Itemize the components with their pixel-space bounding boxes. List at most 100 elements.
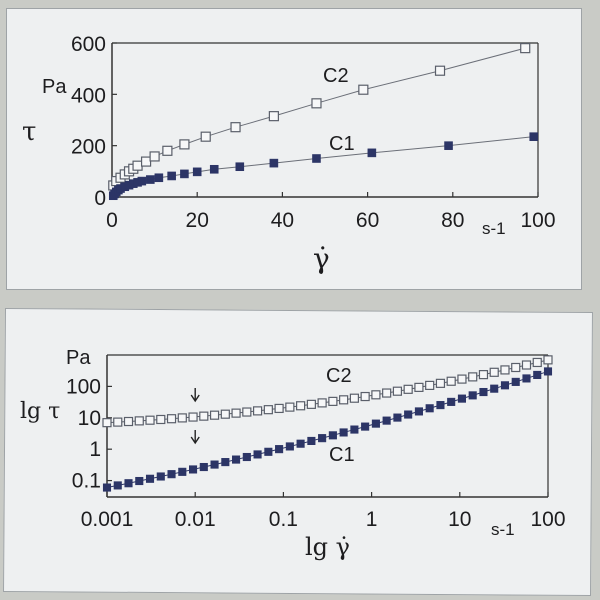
bottom-point-c2	[231, 408, 241, 418]
bottom-point-c2	[113, 417, 123, 427]
top-point-c2	[179, 139, 190, 150]
bottom-point-c1	[382, 416, 391, 425]
bottom-point-c2	[543, 355, 553, 365]
top-point-c2	[268, 111, 279, 122]
bottom-x-tick-label: 0.1	[269, 508, 298, 531]
bottom-point-c1	[328, 431, 337, 440]
bottom-point-c2	[317, 398, 327, 408]
bottom-point-c1	[350, 425, 359, 434]
bottom-point-c1	[361, 422, 370, 431]
bottom-x-tick-label: 100	[530, 508, 565, 531]
bottom-point-c2	[252, 406, 263, 416]
top-x-tick-label: 20	[186, 209, 209, 232]
bottom-point-c2	[414, 382, 424, 392]
top-point-c1	[444, 141, 453, 150]
log-flow-curve-chart: 0.001 0.01 0.1 1 10 100 0.1 1 10 100 Pa s-1 lg τ…	[20, 347, 566, 561]
bottom-point-c2	[478, 370, 489, 380]
bottom-point-c1	[188, 465, 198, 474]
bottom-point-c2	[123, 416, 134, 427]
bottom-arrow-head	[190, 436, 200, 445]
bottom-point-c2	[360, 391, 370, 402]
bottom-point-c1	[145, 474, 155, 483]
bottom-y-axis-label: lg τ	[20, 399, 60, 424]
bottom-point-c2	[457, 374, 467, 384]
top-point-c1	[192, 167, 202, 177]
bottom-x-tick-label: 0.001	[81, 508, 134, 531]
bottom-point-c1	[124, 479, 133, 488]
bottom-point-c2	[339, 395, 349, 405]
top-point-c2	[140, 156, 152, 167]
top-point-c2	[311, 98, 322, 109]
top-point-c2	[520, 43, 531, 54]
bottom-point-c1	[543, 367, 553, 376]
top-label-c2: C2	[323, 65, 349, 87]
bottom-point-c2	[521, 360, 532, 370]
bottom-point-c1	[199, 462, 208, 472]
top-point-c2	[358, 84, 369, 95]
top-y-tick-label: 600	[71, 33, 106, 56]
top-point-c2	[132, 160, 143, 171]
bottom-point-c2	[532, 357, 542, 368]
top-point-c2	[149, 151, 160, 162]
bottom-x-tick-label: 1	[366, 508, 378, 531]
bottom-point-c1	[393, 413, 402, 422]
top-x-tick-label: 40	[271, 209, 294, 232]
top-x-tick-label: 100	[520, 209, 555, 232]
bottom-point-c1	[285, 442, 294, 451]
bottom-point-c1	[500, 381, 510, 390]
bottom-point-c1	[511, 377, 520, 386]
top-x-axis-label: γ̇	[313, 242, 330, 275]
bottom-point-c2	[371, 390, 381, 400]
bottom-point-c2	[102, 418, 112, 428]
bottom-point-c1	[447, 397, 456, 406]
bottom-point-c1	[156, 472, 165, 481]
bottom-y-unit: Pa	[66, 347, 91, 369]
bottom-x-axis-label: lg γ̇	[305, 533, 350, 561]
bottom-point-c2	[328, 396, 338, 406]
bottom-point-c1	[167, 470, 176, 479]
bottom-x-tick-label: 0.01	[175, 508, 216, 531]
bottom-arrow-head	[190, 394, 200, 403]
bottom-point-c2	[285, 402, 295, 412]
top-chart-panel	[6, 8, 582, 290]
top-point-c1	[137, 176, 147, 186]
bottom-point-c1	[414, 407, 423, 416]
bottom-point-c2	[156, 414, 166, 425]
top-series-line-c2	[112, 47, 526, 186]
bottom-x-tick-label: 10	[448, 508, 471, 531]
bottom-point-c2	[242, 407, 252, 417]
bottom-point-c1	[457, 394, 467, 403]
bottom-point-c1	[232, 455, 241, 464]
top-point-c1	[235, 162, 245, 172]
bottom-point-c2	[403, 384, 413, 394]
bottom-point-c1	[490, 384, 499, 393]
bottom-label-c1: C1	[329, 444, 355, 466]
top-y-axis-label: τ	[22, 117, 36, 147]
top-label-c1: C1	[329, 133, 355, 155]
bottom-point-c2	[263, 405, 273, 415]
top-point-c1	[167, 171, 176, 181]
bottom-point-c2	[274, 403, 284, 414]
top-point-c1	[529, 132, 539, 141]
top-y-tick-label: 0	[94, 187, 106, 210]
top-y-unit: Pa	[42, 76, 67, 98]
bottom-point-c2	[220, 409, 230, 419]
bottom-point-c1	[210, 460, 219, 469]
top-x-tick-label: 60	[356, 209, 379, 232]
bottom-point-c1	[318, 434, 327, 443]
bottom-point-c2	[145, 415, 155, 425]
bottom-y-tick-label: 1	[89, 438, 101, 461]
bottom-point-c1	[339, 428, 348, 437]
bottom-point-c1	[135, 476, 144, 486]
top-point-c1	[146, 175, 155, 184]
bottom-point-c1	[371, 419, 380, 428]
bottom-point-c2	[209, 410, 220, 420]
top-point-c1	[154, 173, 164, 183]
bottom-point-c1	[425, 404, 434, 413]
bottom-point-c2	[489, 367, 499, 377]
bottom-point-c1	[522, 374, 531, 383]
bottom-point-c1	[178, 467, 187, 476]
bottom-point-c1	[436, 401, 445, 410]
top-point-c1	[209, 164, 219, 174]
bottom-point-c2	[188, 412, 198, 422]
